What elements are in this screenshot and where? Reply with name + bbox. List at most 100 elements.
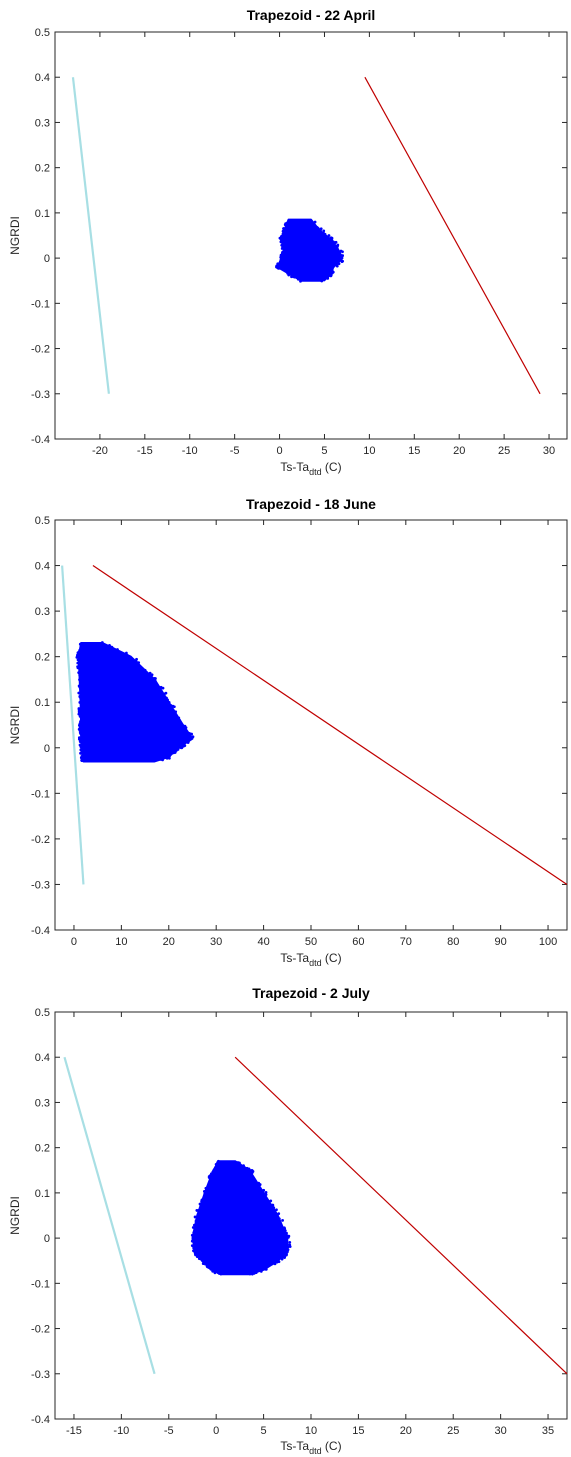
data-point bbox=[285, 1251, 288, 1254]
panel-18-june: Trapezoid - 18 June -0.4 -0.3 -0.2 -0.1 0 0.1… bbox=[8, 496, 568, 968]
data-point bbox=[77, 712, 81, 716]
x-tick-label: 20 bbox=[400, 1425, 412, 1437]
data-point bbox=[282, 1226, 286, 1230]
data-point bbox=[194, 1219, 198, 1223]
data-point bbox=[215, 1269, 219, 1273]
data-point bbox=[264, 1193, 268, 1197]
y-tick-label: 0.5 bbox=[35, 27, 50, 39]
data-point bbox=[79, 748, 83, 752]
data-point bbox=[339, 249, 343, 253]
data-point bbox=[202, 1189, 206, 1193]
data-point bbox=[331, 265, 335, 269]
data-point bbox=[284, 1232, 288, 1235]
y-axis-label: NGRDI bbox=[8, 706, 22, 745]
data-point bbox=[322, 229, 326, 233]
x-tick-label: 0 bbox=[276, 445, 282, 457]
data-point bbox=[323, 233, 327, 237]
y-tick-label: -0.1 bbox=[31, 788, 50, 800]
data-point bbox=[256, 1182, 260, 1186]
y-tick-label: -0.2 bbox=[31, 344, 50, 356]
y-tick-label: 0.4 bbox=[35, 72, 50, 84]
data-point bbox=[271, 1203, 275, 1207]
data-point bbox=[276, 262, 280, 266]
y-tick-label: 0 bbox=[44, 743, 50, 755]
x-ticks: -20 -15 -10 -5 0 5 10 15 20 25 30 bbox=[92, 32, 555, 457]
data-point bbox=[203, 1262, 207, 1266]
data-point bbox=[100, 641, 104, 644]
x-tick-label: 80 bbox=[447, 936, 459, 948]
x-tick-label: 0 bbox=[71, 936, 77, 948]
data-point bbox=[102, 643, 106, 647]
x-tick-label: 100 bbox=[539, 936, 557, 948]
data-point bbox=[331, 241, 335, 245]
x-tick-label: 10 bbox=[115, 936, 127, 948]
x-tick-label: -10 bbox=[182, 445, 198, 457]
data-point bbox=[75, 656, 79, 659]
data-point bbox=[78, 731, 82, 735]
data-point bbox=[277, 1212, 281, 1216]
data-point bbox=[77, 691, 81, 695]
x-axis-label: Ts-Tadtd (C) bbox=[280, 460, 341, 477]
x-tick-label: -15 bbox=[137, 445, 153, 457]
data-point bbox=[277, 266, 280, 270]
data-point bbox=[78, 678, 82, 682]
x-tick-label: 30 bbox=[495, 1425, 507, 1437]
x-axis-label-main: Ts-Ta bbox=[280, 1439, 309, 1453]
y-tick-label: 0.4 bbox=[35, 561, 50, 573]
plot-area bbox=[54, 1011, 568, 1420]
y-tick-label: -0.4 bbox=[31, 1414, 50, 1426]
x-tick-label: 70 bbox=[400, 936, 412, 948]
x-axis-label-subscript: dtd bbox=[309, 467, 322, 477]
data-point bbox=[197, 1257, 201, 1261]
x-axis-label-unit: (C) bbox=[322, 460, 342, 474]
data-point bbox=[285, 1244, 289, 1248]
x-tick-label: 60 bbox=[352, 936, 364, 948]
dry-edge-line bbox=[92, 565, 568, 885]
x-tick-label: 15 bbox=[408, 445, 420, 457]
data-point bbox=[173, 751, 177, 754]
data-point bbox=[330, 268, 334, 272]
point-cloud bbox=[190, 1159, 292, 1276]
data-point bbox=[81, 756, 84, 760]
data-point bbox=[263, 1267, 267, 1271]
x-tick-label: 0 bbox=[213, 1425, 219, 1437]
data-point bbox=[214, 1165, 218, 1169]
y-tick-label: 0.1 bbox=[35, 1188, 50, 1200]
data-point bbox=[169, 704, 173, 707]
x-tick-label: -5 bbox=[230, 445, 240, 457]
data-point bbox=[281, 267, 285, 271]
data-point bbox=[319, 227, 323, 231]
data-point bbox=[190, 1244, 194, 1248]
data-point bbox=[279, 1255, 283, 1259]
dry-edge-line bbox=[234, 1056, 568, 1375]
data-point bbox=[134, 660, 138, 664]
data-point bbox=[193, 1215, 197, 1219]
x-tick-label: 30 bbox=[210, 936, 222, 948]
x-tick-label: 20 bbox=[163, 936, 175, 948]
data-point bbox=[187, 740, 190, 744]
edges bbox=[71, 76, 541, 395]
data-point bbox=[335, 245, 339, 249]
data-point bbox=[150, 673, 154, 677]
data-point bbox=[187, 733, 191, 737]
y-tick-label: -0.1 bbox=[31, 298, 50, 310]
data-point bbox=[262, 1188, 266, 1192]
data-point bbox=[177, 716, 181, 720]
x-ticks: -15 -10 -5 0 5 10 15 20 25 30 35 bbox=[66, 1012, 554, 1437]
data-point bbox=[78, 673, 82, 677]
data-point bbox=[137, 661, 141, 664]
wet-edge-line bbox=[61, 565, 85, 885]
data-point bbox=[78, 701, 82, 704]
data-point bbox=[79, 696, 83, 700]
data-point bbox=[165, 696, 168, 700]
data-point bbox=[154, 677, 157, 680]
data-point bbox=[207, 1266, 211, 1269]
data-point bbox=[143, 668, 147, 672]
chart-title: Trapezoid - 22 April bbox=[247, 7, 376, 23]
y-tick-label: 0.2 bbox=[35, 652, 50, 664]
data-point bbox=[198, 1209, 201, 1213]
data-point bbox=[192, 1246, 196, 1250]
x-axis-label-main: Ts-Ta bbox=[280, 951, 309, 965]
edges bbox=[61, 565, 568, 885]
chart-title: Trapezoid - 18 June bbox=[246, 496, 376, 512]
